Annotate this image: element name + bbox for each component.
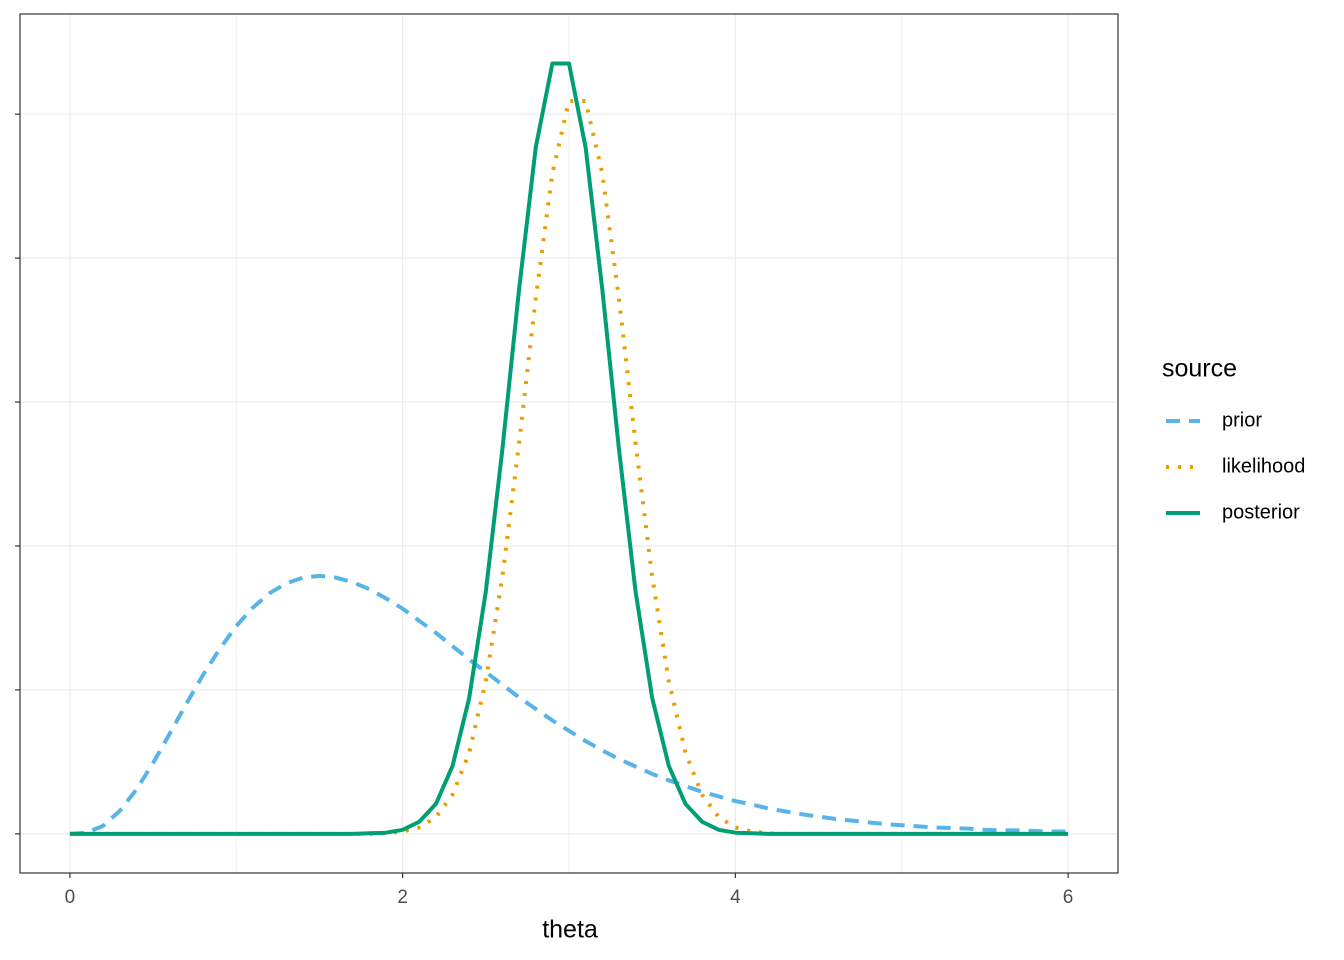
legend-title: source [1162, 355, 1237, 383]
legend-label: posterior [1222, 501, 1300, 523]
legend-label: likelihood [1222, 455, 1305, 477]
x-tick-label: 0 [65, 887, 76, 908]
line [69, 61, 1069, 836]
x-axis-label: theta [542, 916, 598, 944]
x-tick-label: 4 [730, 887, 741, 908]
x-tick-label: 2 [397, 887, 408, 908]
panel-border [19, 13, 1119, 874]
x-tick-label: 6 [1063, 887, 1074, 908]
line [69, 573, 1069, 836]
legend-label: prior [1222, 409, 1262, 431]
